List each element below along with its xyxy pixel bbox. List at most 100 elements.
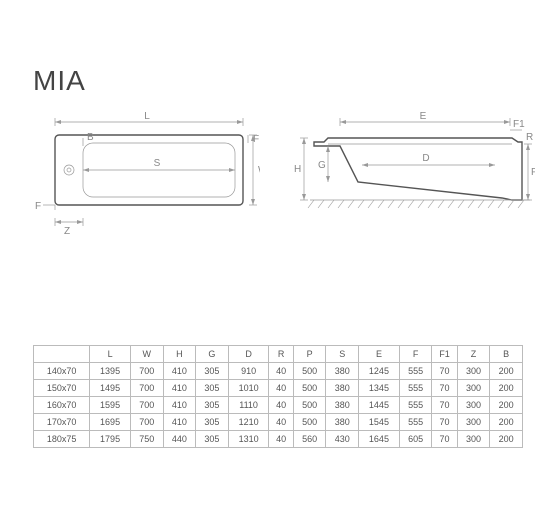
dim-s-label: S	[154, 158, 161, 169]
table-cell: 380	[326, 397, 359, 414]
table-cell: 500	[293, 414, 326, 431]
table-cell: 300	[457, 380, 490, 397]
table-cell: 1495	[90, 380, 131, 397]
table-cell: 305	[196, 380, 229, 397]
table-cell: 1110	[228, 397, 269, 414]
table-cell: 700	[130, 380, 163, 397]
table-header: F1	[432, 346, 457, 363]
table-cell: 555	[399, 414, 432, 431]
table-cell: 180x75	[34, 431, 90, 448]
table-cell: 300	[457, 363, 490, 380]
table-header: F	[399, 346, 432, 363]
table-cell: 305	[196, 397, 229, 414]
table-cell: 1245	[359, 363, 400, 380]
table-cell: 380	[326, 380, 359, 397]
dim-f1-label: F1	[513, 119, 525, 130]
table-cell: 910	[228, 363, 269, 380]
table-header: L	[90, 346, 131, 363]
table-row: 140x701395700410305910405003801245555703…	[34, 363, 523, 380]
table-cell: 1010	[228, 380, 269, 397]
table-header: Z	[457, 346, 490, 363]
product-title: MIA	[33, 65, 86, 97]
table-cell: 305	[196, 363, 229, 380]
drawing-side-view: E F1 R H G D	[290, 110, 535, 240]
dim-b-label: B	[87, 132, 94, 143]
table-row: 160x701595700410305111040500380144555570…	[34, 397, 523, 414]
table-cell: 300	[457, 397, 490, 414]
table-cell: 380	[326, 414, 359, 431]
table-cell: 560	[293, 431, 326, 448]
table-cell: 500	[293, 380, 326, 397]
table-cell: 160x70	[34, 397, 90, 414]
table-cell: 1695	[90, 414, 131, 431]
dim-z-label: Z	[64, 226, 70, 237]
table-cell: 700	[130, 363, 163, 380]
table-header: E	[359, 346, 400, 363]
table-cell: 150x70	[34, 380, 90, 397]
table-cell: 70	[432, 363, 457, 380]
table-cell: 410	[163, 414, 196, 431]
table-header: W	[130, 346, 163, 363]
table-cell: 70	[432, 397, 457, 414]
table-row: 150x701495700410305101040500380134555570…	[34, 380, 523, 397]
table-cell: 1395	[90, 363, 131, 380]
dim-p-label: P	[531, 167, 535, 178]
table-cell: 1210	[228, 414, 269, 431]
table-cell: 500	[293, 397, 326, 414]
table-cell: 200	[490, 431, 523, 448]
table-row: 180x751795750440305131040560430164560570…	[34, 431, 523, 448]
dim-l-label: L	[144, 111, 150, 122]
table-cell: 40	[269, 363, 293, 380]
table-cell: 1645	[359, 431, 400, 448]
table-cell: 750	[130, 431, 163, 448]
table-cell: 555	[399, 397, 432, 414]
table-cell: 200	[490, 363, 523, 380]
table-cell: 1310	[228, 431, 269, 448]
table-cell: 380	[326, 363, 359, 380]
table-header: P	[293, 346, 326, 363]
table-cell: 70	[432, 380, 457, 397]
table-cell: 500	[293, 363, 326, 380]
table-cell: 70	[432, 431, 457, 448]
table-header: G	[196, 346, 229, 363]
table-cell: 1445	[359, 397, 400, 414]
ground-hatch	[308, 200, 524, 208]
table-cell: 70	[432, 414, 457, 431]
table-cell: 440	[163, 431, 196, 448]
table-cell: 1795	[90, 431, 131, 448]
table-header: H	[163, 346, 196, 363]
drawing-top-view: L B S F W	[25, 110, 260, 240]
table-header: B	[490, 346, 523, 363]
table-header: S	[326, 346, 359, 363]
dim-w-label: W	[258, 165, 260, 176]
table-cell: 430	[326, 431, 359, 448]
table-cell: 410	[163, 380, 196, 397]
table-cell: 200	[490, 397, 523, 414]
table-cell: 555	[399, 363, 432, 380]
dim-g-label: G	[318, 160, 326, 171]
dim-f-label: F	[35, 201, 41, 212]
table-row: 170x701695700410305121040500380154555570…	[34, 414, 523, 431]
table-cell: 700	[130, 397, 163, 414]
dim-r-label: R	[526, 132, 533, 143]
table-cell: 555	[399, 380, 432, 397]
table-cell: 305	[196, 414, 229, 431]
table-cell: 410	[163, 363, 196, 380]
dim-d-label: D	[422, 153, 429, 164]
table-cell: 300	[457, 431, 490, 448]
dim-h-label: H	[294, 164, 301, 175]
table-cell: 1345	[359, 380, 400, 397]
table-cell: 305	[196, 431, 229, 448]
table-cell: 200	[490, 414, 523, 431]
table-cell: 1595	[90, 397, 131, 414]
table-cell: 200	[490, 380, 523, 397]
table-cell: 1545	[359, 414, 400, 431]
dim-e-label: E	[420, 111, 427, 122]
dimensions-table: LWHGDRPSEFF1ZB 140x701395700410305910405…	[33, 345, 523, 448]
table-cell: 410	[163, 397, 196, 414]
table-cell: 300	[457, 414, 490, 431]
table-header: D	[228, 346, 269, 363]
table-cell: 140x70	[34, 363, 90, 380]
table-cell: 40	[269, 397, 293, 414]
dimensions-table-wrap: LWHGDRPSEFF1ZB 140x701395700410305910405…	[33, 345, 523, 448]
